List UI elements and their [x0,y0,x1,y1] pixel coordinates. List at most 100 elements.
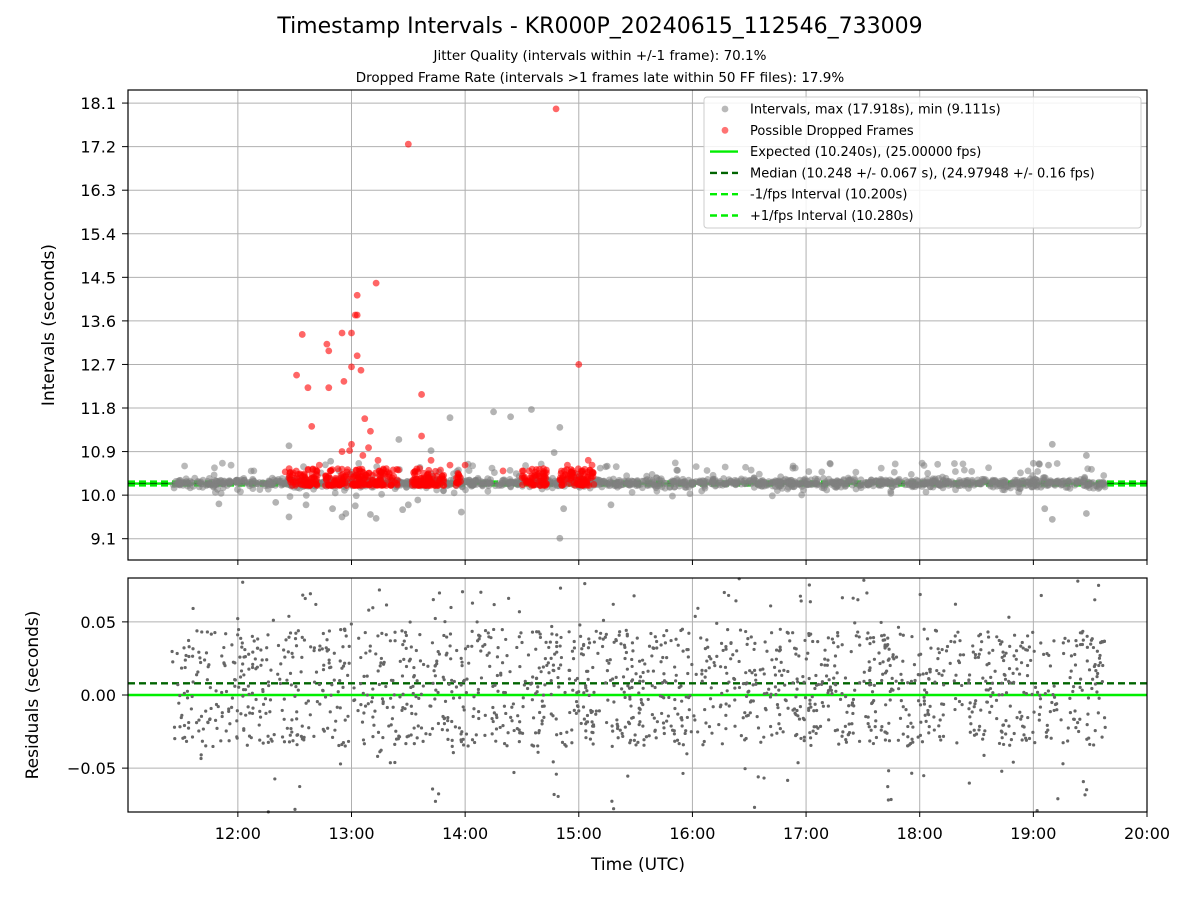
interval-point [242,479,250,487]
residual-point [680,724,684,728]
residual-point [176,683,180,687]
dropped-frame-point [425,479,433,487]
dropped-frame-point [325,384,333,392]
residual-point [371,687,375,691]
residual-point [381,735,385,740]
residual-point [623,656,627,661]
residual-point [189,707,193,711]
residual-point [796,680,800,684]
dropped-frame-point [589,473,597,481]
interval-point [1008,480,1016,488]
residual-point [871,741,876,746]
residual-point [341,685,345,689]
residual-point [778,727,782,731]
residual-point [793,711,797,715]
residual-point [451,696,456,700]
residual-point [416,724,420,728]
residual-point [778,713,782,717]
residual-point [764,708,768,712]
residual-point [632,594,636,598]
legend-marker [721,126,729,134]
residual-point [783,698,787,702]
residual-point [546,661,550,665]
dropped-frame-point [361,415,369,423]
residual-point [909,741,913,746]
interval-point [820,475,827,482]
residual-point [477,710,481,714]
residual-point [942,669,946,673]
residual-point [868,668,872,672]
residual-point [285,726,289,730]
residual-point [222,645,226,650]
residual-point [554,717,558,721]
residual-point [1085,645,1089,649]
residual-point [641,670,645,675]
dropped-frame-point [414,482,422,489]
residual-point [332,651,336,655]
dropped-frame-point [348,363,355,371]
residual-point [703,707,707,712]
residual-point [586,677,590,681]
top-y-tick-label: 12.7 [80,355,116,374]
residual-point [910,771,914,775]
residual-point [926,711,930,716]
dropped-frame-point [348,329,355,337]
interval-point [616,482,624,489]
residual-point [436,650,440,654]
interval-point [1057,481,1065,489]
residual-point [707,666,711,670]
interval-point [469,462,477,470]
residual-point [762,672,766,676]
residual-point [491,684,495,689]
residual-point [547,671,551,675]
residual-point [652,716,656,720]
residual-point [200,739,205,743]
residual-point [285,678,289,682]
residual-point [276,643,281,648]
residual-point [925,690,929,695]
residual-point [1001,723,1006,727]
top-y-tick-label: 9.1 [91,530,116,549]
residual-point [1039,593,1043,598]
interval-point [952,486,959,494]
interval-point [727,477,735,485]
residual-point [1012,731,1016,736]
interval-point [741,480,749,487]
residual-point [295,710,299,714]
residual-point [219,739,223,743]
residual-point [522,683,526,687]
residual-point [1078,642,1083,647]
residual-point [814,731,818,736]
interval-point [866,479,874,487]
residual-point [571,657,576,661]
residual-point [976,655,981,659]
residual-point [241,694,245,698]
interval-point [671,459,679,467]
residual-point [708,697,713,701]
dropped-frame-point [568,469,576,477]
residual-point [448,632,453,636]
residual-point [1047,653,1051,657]
residual-point [560,740,565,745]
residual-point [911,725,915,729]
interval-point [701,477,709,485]
x-axis-label: Time (UTC) [590,855,685,875]
residual-point [843,676,848,680]
residual-point [1035,808,1039,813]
residual-point [1072,717,1076,722]
residual-point [870,690,875,694]
residual-point [371,715,375,719]
residual-point [461,737,465,741]
residual-point [531,716,536,720]
residual-point [239,669,244,673]
interval-point [698,487,706,495]
residual-point [1025,673,1030,678]
residual-point [515,645,519,650]
residual-point [1007,667,1012,671]
residual-point [260,658,264,662]
residual-point [625,667,629,671]
residual-point [390,717,394,721]
residual-point [933,680,937,684]
residual-point [1087,736,1091,740]
